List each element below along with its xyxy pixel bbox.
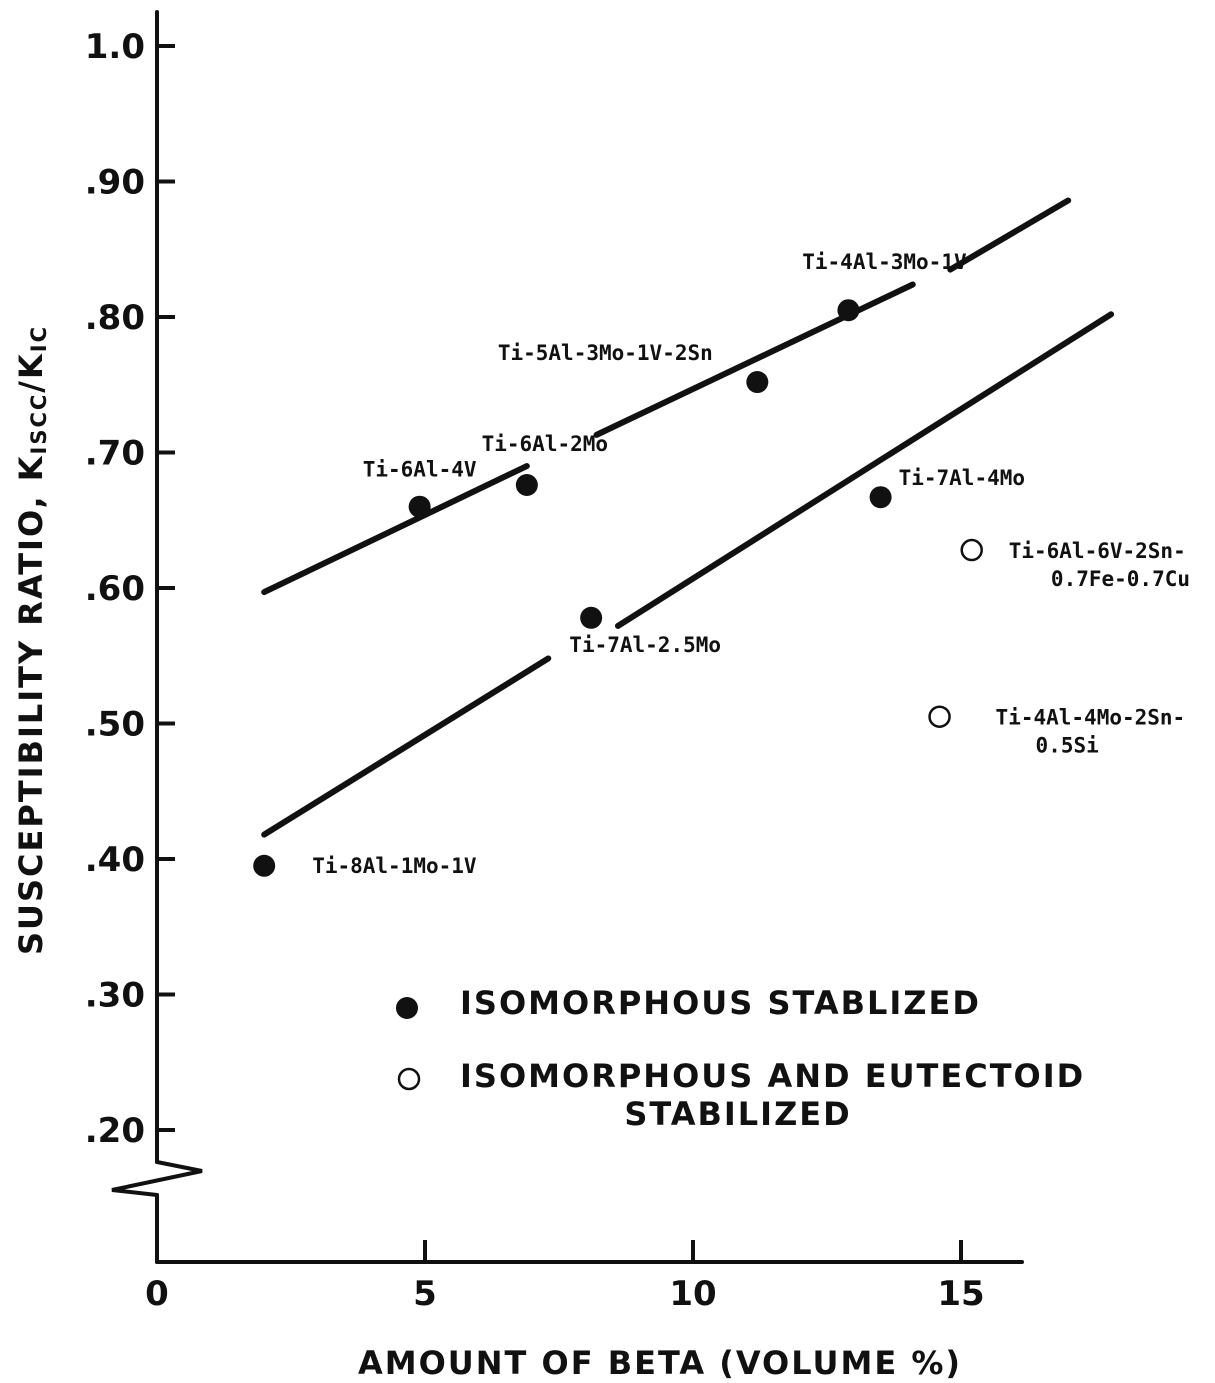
y-axis-title: SUSCEPTIBILITY RATIO, KISCC/KIC bbox=[12, 325, 51, 955]
y-tick-label: .80 bbox=[85, 298, 145, 338]
x-tick-label: 0 bbox=[145, 1274, 169, 1314]
data-point-label: Ti-7Al-2.5Mo bbox=[569, 633, 721, 657]
y-axis-break bbox=[111, 1160, 203, 1197]
y-tick-label: .50 bbox=[85, 705, 145, 745]
legend-label-isomorphous: ISOMORPHOUS STABLIZED bbox=[460, 984, 981, 1022]
trend-line-1-segment bbox=[947, 197, 1072, 273]
y-tick-label: .40 bbox=[85, 840, 145, 880]
data-point-label: Ti-4Al-3Mo-1V bbox=[802, 250, 967, 274]
data-point-label: Ti-7Al-4Mo bbox=[899, 466, 1025, 490]
data-point-label-line2: 0.7Fe-0.7Cu bbox=[1051, 567, 1190, 591]
data-point-label: Ti-6Al-2Mo bbox=[482, 432, 608, 456]
legend: ISOMORPHOUS STABLIZED ISOMORPHOUS AND EU… bbox=[396, 984, 1085, 1133]
data-point-filled bbox=[515, 474, 538, 497]
y-tick-label: .70 bbox=[85, 434, 145, 474]
x-tick-label: 5 bbox=[413, 1274, 437, 1314]
y-tick-label: 1.0 bbox=[85, 27, 145, 67]
legend-label-eutectoid-line2: STABILIZED bbox=[624, 1095, 851, 1133]
data-point-label: Ti-6Al-4V bbox=[363, 458, 477, 482]
trend-lines bbox=[261, 197, 1115, 838]
y-ticks: 1.0 .90 .80 .70 .60 .50 .40 .30 .20 bbox=[85, 27, 175, 1151]
data-point-filled bbox=[746, 371, 769, 394]
x-tick-label: 15 bbox=[937, 1274, 984, 1314]
data-point-label: Ti-5Al-3Mo-1V-2Sn bbox=[498, 341, 713, 365]
data-point-label-line1: Ti-6Al-6V-2Sn- bbox=[1009, 539, 1186, 563]
data-point-open bbox=[928, 705, 951, 728]
x-tick-label: 10 bbox=[669, 1274, 716, 1314]
x-ticks: 0 5 10 15 bbox=[145, 1240, 985, 1314]
data-point-filled bbox=[253, 854, 276, 877]
data-point-filled bbox=[408, 495, 431, 518]
y-tick-label: .60 bbox=[85, 569, 145, 609]
data-point-open bbox=[960, 538, 983, 562]
y-tick-label: .30 bbox=[85, 976, 145, 1016]
trend-line-1-segment bbox=[261, 463, 530, 596]
legend-marker-filled bbox=[396, 997, 418, 1019]
data-point-filled bbox=[837, 299, 860, 322]
trend-line-1-segment bbox=[593, 281, 916, 438]
y-tick-label: .20 bbox=[85, 1111, 145, 1151]
y-tick-label: .90 bbox=[85, 163, 145, 203]
data-point-label-line1: Ti-4Al-4Mo-2Sn- bbox=[996, 706, 1186, 730]
legend-marker-open bbox=[397, 1067, 421, 1091]
data-point-label-line2: 0.5Si bbox=[1036, 734, 1099, 758]
data-point-label: Ti-8Al-1Mo-1V bbox=[312, 854, 477, 878]
trend-line-2-segment bbox=[261, 655, 552, 838]
trend-line-2-segment bbox=[614, 311, 1115, 629]
x-axis-title: AMOUNT OF BETA (VOLUME %) bbox=[358, 1344, 962, 1382]
data-point-filled bbox=[580, 606, 603, 629]
legend-label-eutectoid-line1: ISOMORPHOUS AND EUTECTOID bbox=[460, 1057, 1085, 1095]
data-point-filled bbox=[869, 486, 892, 509]
